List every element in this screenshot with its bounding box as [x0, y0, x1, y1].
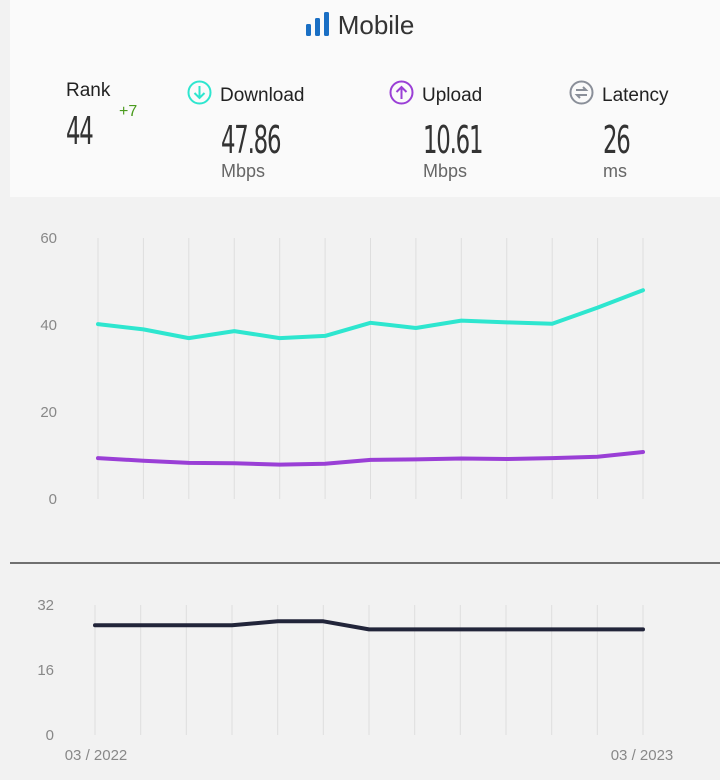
y-tick-label: 0: [49, 491, 57, 508]
signal-bars-icon: [305, 10, 330, 43]
rank-value: 44: [66, 109, 94, 153]
series-line-upload: [96, 450, 645, 467]
x-tick-label-start: 03 / 2022: [65, 747, 128, 764]
y-tick-label: 40: [40, 317, 57, 334]
page-title-text: Mobile: [337, 10, 415, 40]
latency-label: Latency: [602, 84, 669, 106]
y-tick-label: 20: [40, 404, 57, 421]
upload-value: 10.61: [423, 118, 483, 162]
y-tick-label: 32: [37, 597, 54, 614]
series-line-latency: [93, 619, 645, 632]
download-label: Download: [220, 84, 305, 106]
upload-label: Upload: [422, 84, 483, 106]
y-tick-label: 16: [37, 662, 54, 679]
y-tick-label: 0: [46, 727, 54, 744]
latency-label-row: Latency: [569, 80, 669, 111]
upload-unit: Mbps: [423, 161, 468, 181]
y-tick-label: 60: [40, 230, 57, 247]
latency-icon: [569, 80, 594, 111]
download-stat: Download 47.86 Mbps: [187, 80, 320, 182]
upload-label-row: Upload: [389, 80, 522, 111]
rank-stat: Rank 44: [66, 80, 111, 153]
download-value: 47.86: [221, 118, 281, 162]
rank-label: Rank: [66, 80, 111, 101]
download-label-row: Download: [187, 80, 320, 111]
rank-change: +7: [119, 103, 138, 120]
page-title: Mobile: [0, 10, 720, 43]
latency-value: 26: [603, 118, 631, 162]
latency-unit: ms: [603, 161, 627, 181]
x-tick-label-end: 03 / 2023: [611, 747, 674, 764]
latency-stat: Latency 26 ms: [569, 80, 669, 182]
series-line-download: [96, 288, 645, 341]
header-panel: [10, 0, 720, 197]
upload-stat: Upload 10.61 Mbps: [389, 80, 522, 182]
upload-icon: [389, 80, 414, 111]
download-icon: [187, 80, 212, 111]
download-unit: Mbps: [221, 161, 266, 181]
